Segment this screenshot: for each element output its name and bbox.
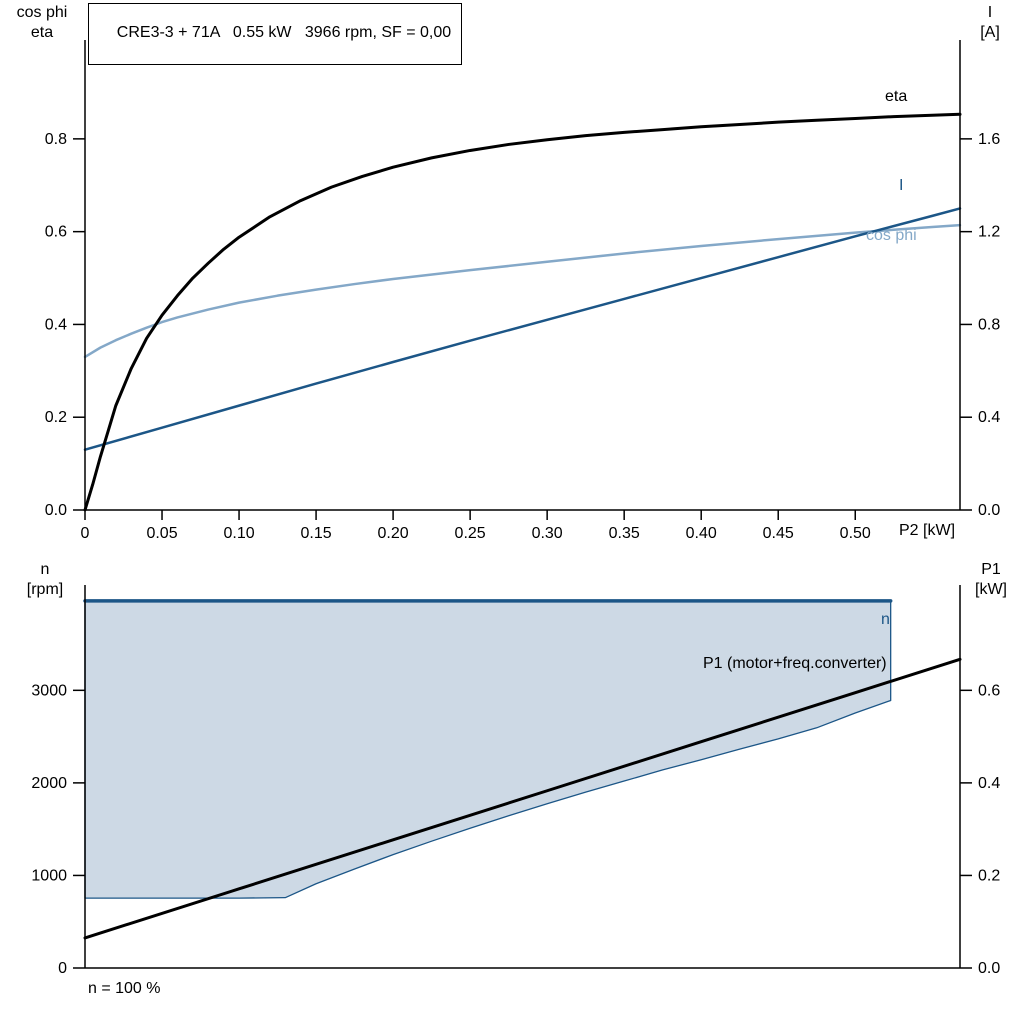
operating-region [84,600,892,899]
p1-curve-label: P1 (motor+freq.converter) [703,655,887,672]
y-right-axis-label-line1: I [987,4,993,21]
x-tick-label: 0.50 [840,525,871,542]
x-tick-label: 0.10 [223,525,254,542]
x-tick-label: 0.25 [455,525,486,542]
x-tick-label: 0.05 [146,525,177,542]
y-right-tick-label: 1.6 [978,131,1000,148]
y-right-tick-label: 0.0 [978,502,1000,519]
x-tick-label: 0.30 [532,525,563,542]
y-right-axis-label-bottom-chart: P1 [kW] [962,560,1020,600]
y-left-axis-label-top-chart: cos phi eta [4,3,80,43]
y-right-tick-label: 0.4 [978,409,1000,426]
y-left-tick-label: 0.4 [45,316,67,333]
y-left-axis-label-line1: n [40,561,50,578]
y-right-tick-label: 1.2 [978,224,1000,241]
current-curve-label: I [899,177,904,194]
y-left-tick-label: 0.0 [45,502,67,519]
curve-eta [83,112,962,512]
cos-phi-curve-label: cos phi [866,227,917,244]
chart-title: CRE3-3 + 71A 0.55 kW 3966 rpm, SF = 0,00 [116,24,452,41]
y-right-tick-label: 0.8 [978,316,1000,333]
chart-title-box: CRE3-3 + 71A 0.55 kW 3966 rpm, SF = 0,00 [88,3,463,65]
x-tick-label: 0.40 [686,525,717,542]
x-tick-label: 0.15 [301,525,332,542]
x-tick-label: 0.45 [763,525,794,542]
y-right-axis-label-line2: [kW] [975,581,1007,598]
y-left-tick-label: 3000 [31,682,67,699]
y-right-axis-label-top-chart: I [A] [962,3,1018,43]
curve-p1 [83,657,962,940]
y-left-axis-label-line1: cos phi [16,4,68,21]
y-left-tick-label: 1000 [31,867,67,884]
y-left-tick-label: 0.2 [45,409,67,426]
y-right-axis-label-line1: P1 [981,561,1001,578]
y-right-tick-label: 0.0 [978,960,1000,977]
y-left-axis-label-line2: eta [30,24,54,41]
y-left-tick-label: 2000 [31,775,67,792]
speed-footnote: n = 100 % [88,980,161,997]
y-right-tick-label: 0.2 [978,867,1000,884]
eta-curve-label: eta [885,88,908,105]
y-right-tick-label: 0.4 [978,775,1000,792]
curve-current [83,207,962,451]
y-left-axis-label-line2: [rpm] [26,581,64,598]
y-left-tick-label: 0.8 [45,131,67,148]
y-left-tick-label: 0 [58,960,67,977]
x-tick-label: 0.35 [609,525,640,542]
y-right-axis-label-line2: [A] [980,24,1000,41]
x-tick-label: 0.20 [378,525,409,542]
x-tick-label: 0 [81,525,90,542]
speed-curve-label: n [881,611,890,628]
x-axis-label: P2 [kW] [899,522,956,539]
y-left-axis-label-bottom-chart: n [rpm] [10,560,80,600]
y-right-tick-label: 0.6 [978,682,1000,699]
y-left-tick-label: 0.6 [45,224,67,241]
curve-cos-phi [83,223,962,359]
